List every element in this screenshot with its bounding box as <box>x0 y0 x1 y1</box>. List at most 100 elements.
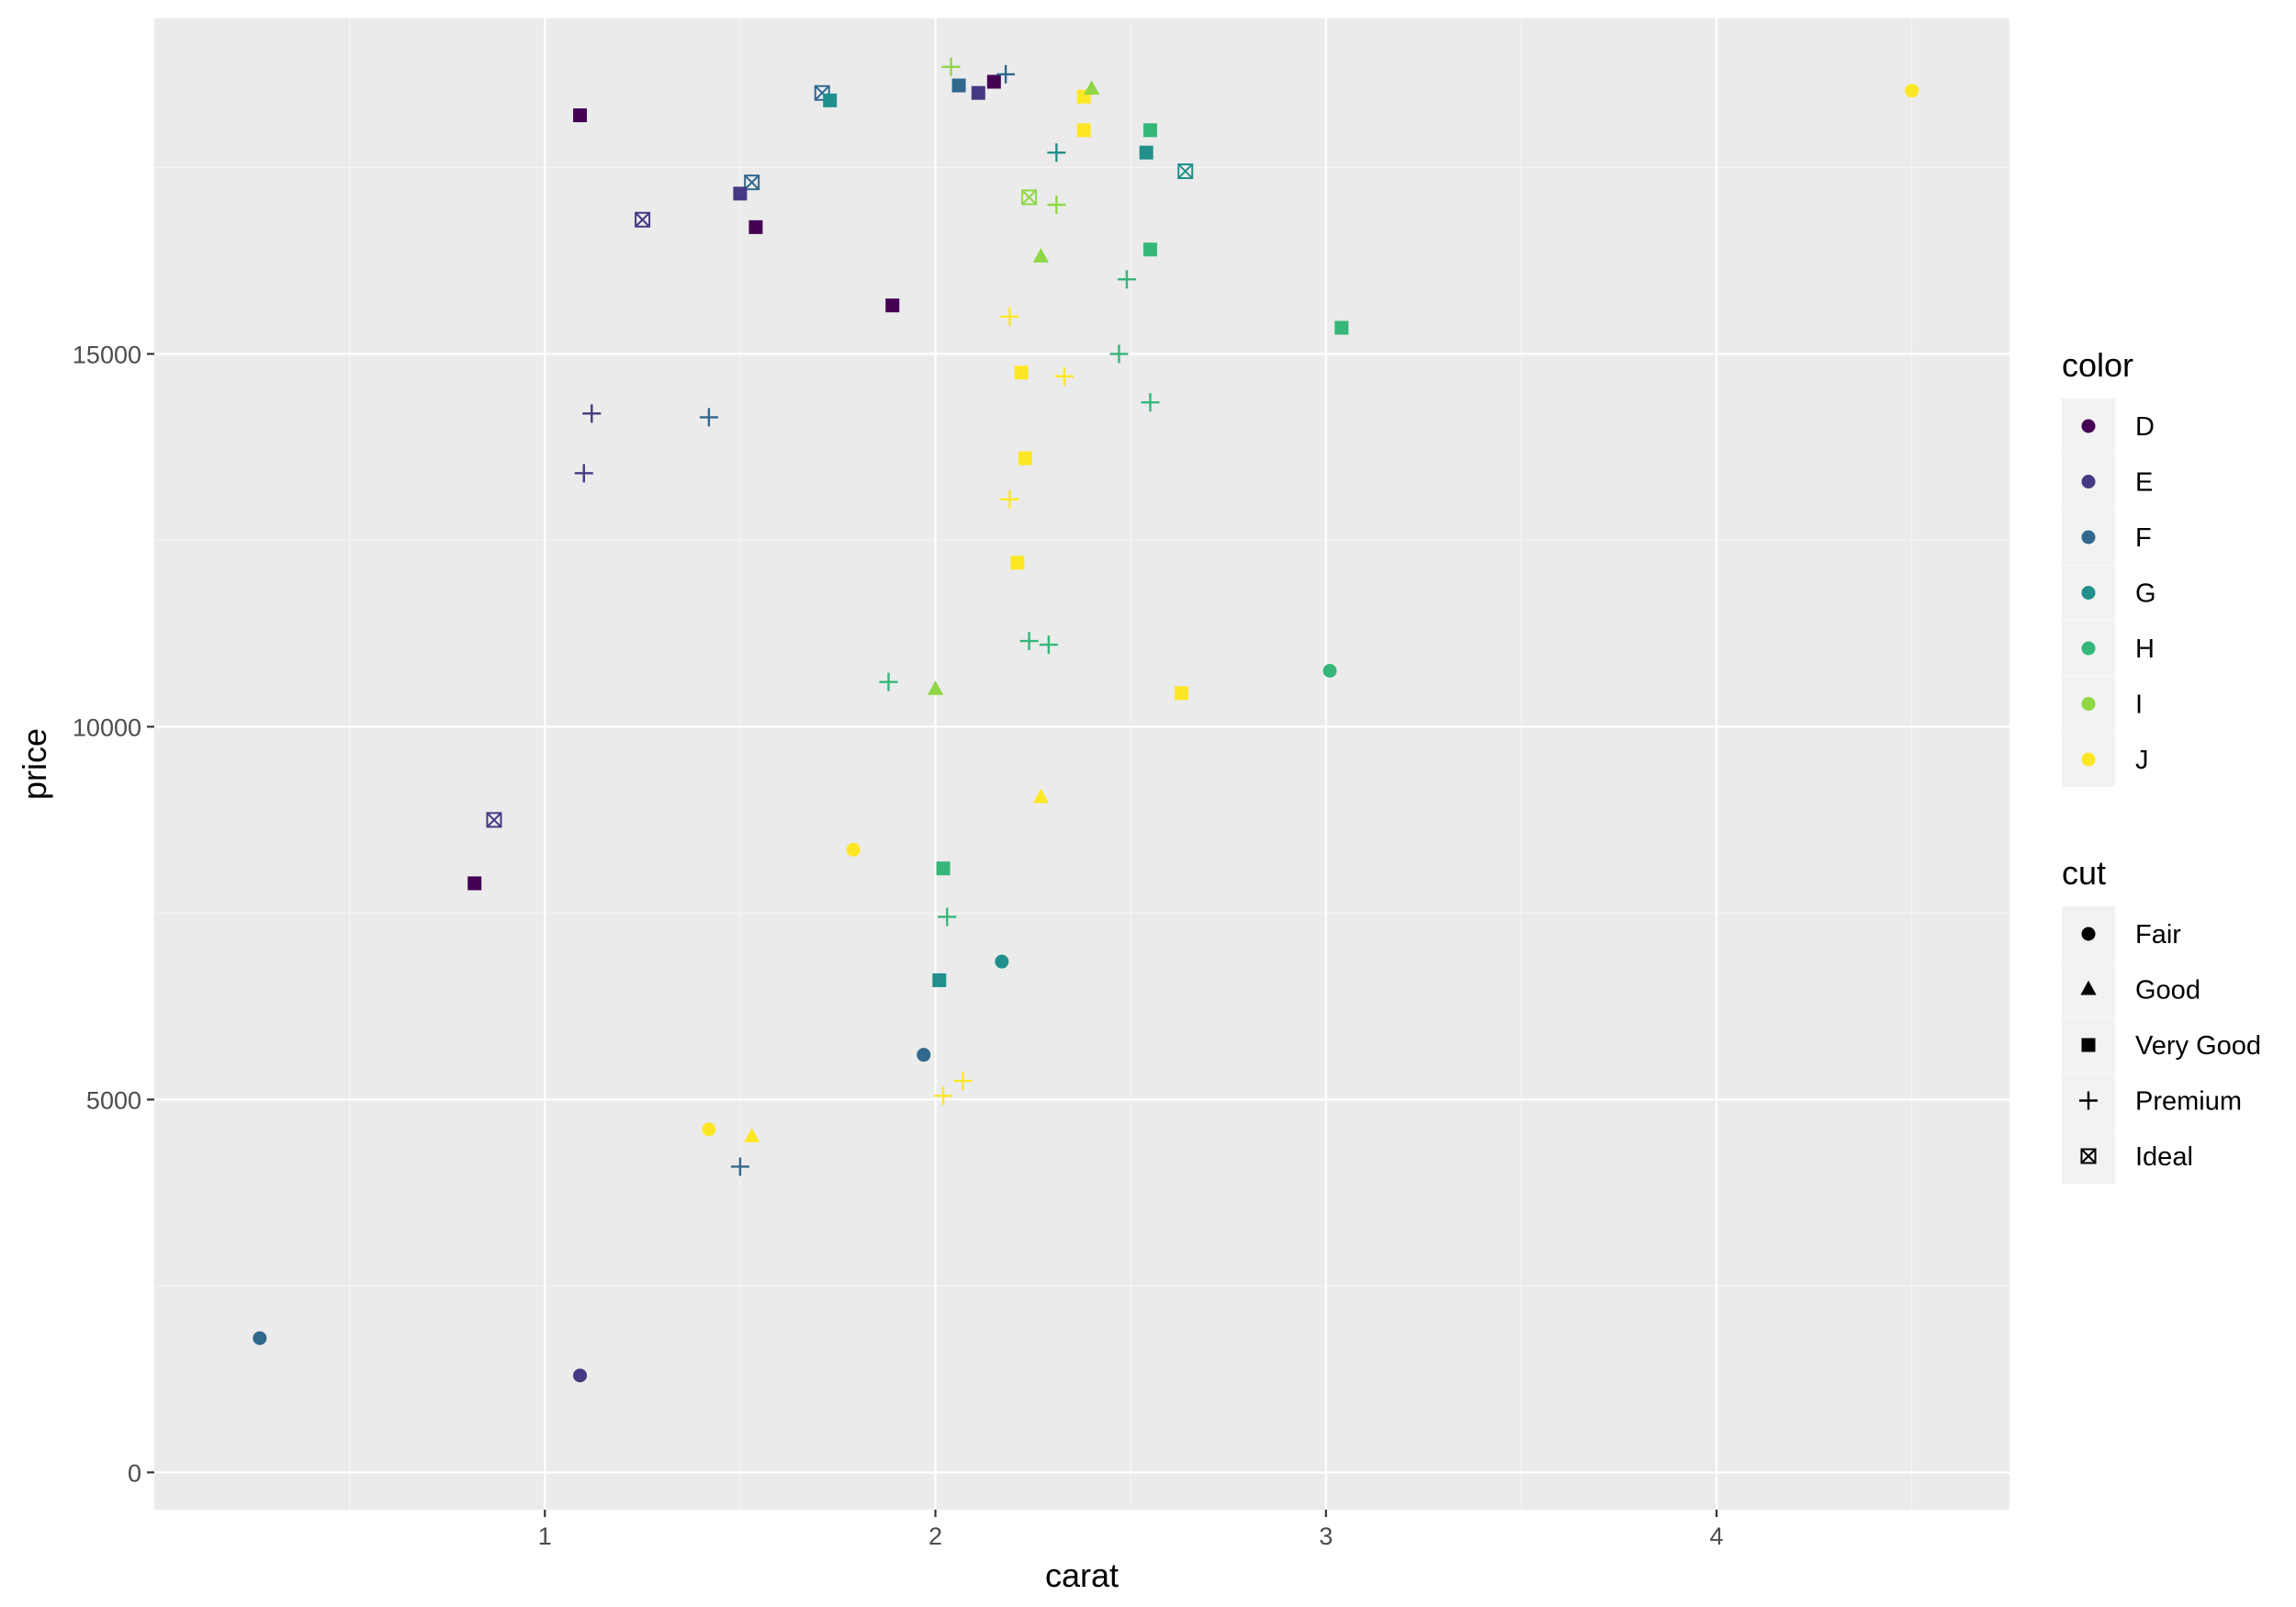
data-point <box>486 812 502 828</box>
cut-legend-symbol <box>2079 1091 2098 1110</box>
data-point <box>971 85 985 100</box>
data-point <box>938 907 957 927</box>
data-point <box>941 57 961 76</box>
color-legend-label: G <box>2135 579 2156 609</box>
data-point <box>846 842 861 857</box>
color-legend-swatch <box>2081 475 2096 489</box>
data-point <box>823 93 838 107</box>
color-legend-label: J <box>2135 746 2149 775</box>
data-point <box>582 404 602 423</box>
color-legend-label: H <box>2135 635 2155 664</box>
x-tick-label: 2 <box>929 1523 942 1550</box>
data-point <box>1000 489 1019 509</box>
y-axis-title: price <box>16 728 53 800</box>
data-point <box>1047 143 1066 163</box>
color-legend-swatch <box>2081 586 2096 600</box>
data-point <box>1014 365 1029 380</box>
data-point <box>574 464 593 483</box>
cut-legend-symbol <box>2080 1148 2097 1164</box>
cut-legend-label: Very Good <box>2135 1031 2261 1061</box>
x-tick-label: 1 <box>538 1523 552 1550</box>
color-legend-label: E <box>2135 468 2153 498</box>
cut-legend-symbol <box>2081 1038 2096 1052</box>
data-point <box>1174 686 1188 701</box>
data-point <box>702 1122 716 1137</box>
data-point <box>936 861 951 876</box>
x-axis-title: carat <box>1045 1556 1119 1594</box>
data-point <box>1010 556 1025 570</box>
data-point <box>932 972 947 987</box>
color-legend-swatch <box>2081 697 2096 711</box>
color-legend-label: I <box>2135 691 2143 720</box>
data-point <box>1334 320 1349 335</box>
data-point <box>953 1072 973 1091</box>
y-tick-label: 5000 <box>86 1086 141 1114</box>
cut-legend-label: Ideal <box>2135 1142 2193 1172</box>
data-point <box>1322 664 1337 678</box>
data-point <box>1177 163 1194 179</box>
data-point <box>951 78 966 93</box>
data-point <box>995 954 1009 969</box>
color-legend-swatch <box>2081 752 2096 767</box>
data-point <box>917 1048 931 1062</box>
data-point <box>730 1157 749 1176</box>
data-point <box>635 211 651 228</box>
data-point <box>996 64 1016 84</box>
data-point <box>1142 123 1157 138</box>
y-tick-label: 0 <box>128 1459 141 1487</box>
data-point <box>1039 635 1058 655</box>
cut-legend-title: cut <box>2062 854 2106 892</box>
data-point <box>1019 632 1039 651</box>
data-point <box>885 298 900 313</box>
data-point <box>1117 270 1136 289</box>
cut-legend: cut Fair Good Very Good Premium Ideal <box>2062 854 2261 1184</box>
color-legend-title: color <box>2062 346 2133 384</box>
data-point <box>467 876 482 891</box>
data-point <box>934 1086 953 1106</box>
cut-legend-label: Fair <box>2135 920 2181 950</box>
data-point <box>927 680 944 695</box>
data-point <box>1018 451 1032 466</box>
cut-legend-symbol <box>2081 927 2096 941</box>
data-point <box>1142 242 1157 257</box>
data-point <box>1047 196 1066 214</box>
data-point <box>699 408 718 427</box>
data-point <box>1905 84 1919 98</box>
color-legend-label: F <box>2135 523 2152 553</box>
cut-legend-label: Premium <box>2135 1087 2242 1117</box>
y-tick-label: 10000 <box>73 714 141 741</box>
color-legend-swatch <box>2081 641 2096 656</box>
data-point <box>573 108 588 123</box>
data-point <box>1032 248 1049 263</box>
data-point <box>1109 344 1129 364</box>
cut-legend-label: Good <box>2135 976 2200 1006</box>
color-legend-swatch <box>2081 419 2096 433</box>
data-point <box>733 186 748 201</box>
x-tick-label: 3 <box>1319 1523 1333 1550</box>
data-point <box>748 219 763 234</box>
data-point <box>744 1128 760 1142</box>
data-point <box>1141 393 1160 412</box>
data-point <box>986 74 1001 89</box>
data-point <box>1084 80 1100 96</box>
grid-lines <box>154 18 2009 1510</box>
data-point <box>1054 366 1074 386</box>
cut-legend-symbol <box>2080 980 2097 995</box>
data-point <box>253 1331 267 1345</box>
color-legend-label: D <box>2135 412 2155 442</box>
data-point <box>1000 307 1019 326</box>
data-point <box>879 672 898 691</box>
data-point <box>1021 189 1038 206</box>
y-tick-label: 15000 <box>73 341 141 368</box>
data-point <box>1139 145 1154 160</box>
data-point <box>744 174 760 191</box>
plot-panel <box>154 18 2009 1510</box>
data-point <box>573 1368 588 1383</box>
color-legend-swatch <box>2081 530 2096 545</box>
x-tick-label: 4 <box>1710 1523 1724 1550</box>
data-points <box>253 57 1919 1383</box>
axes: 1 2 3 4 0 5000 10000 15000 <box>73 341 1724 1550</box>
data-point <box>1032 788 1049 804</box>
